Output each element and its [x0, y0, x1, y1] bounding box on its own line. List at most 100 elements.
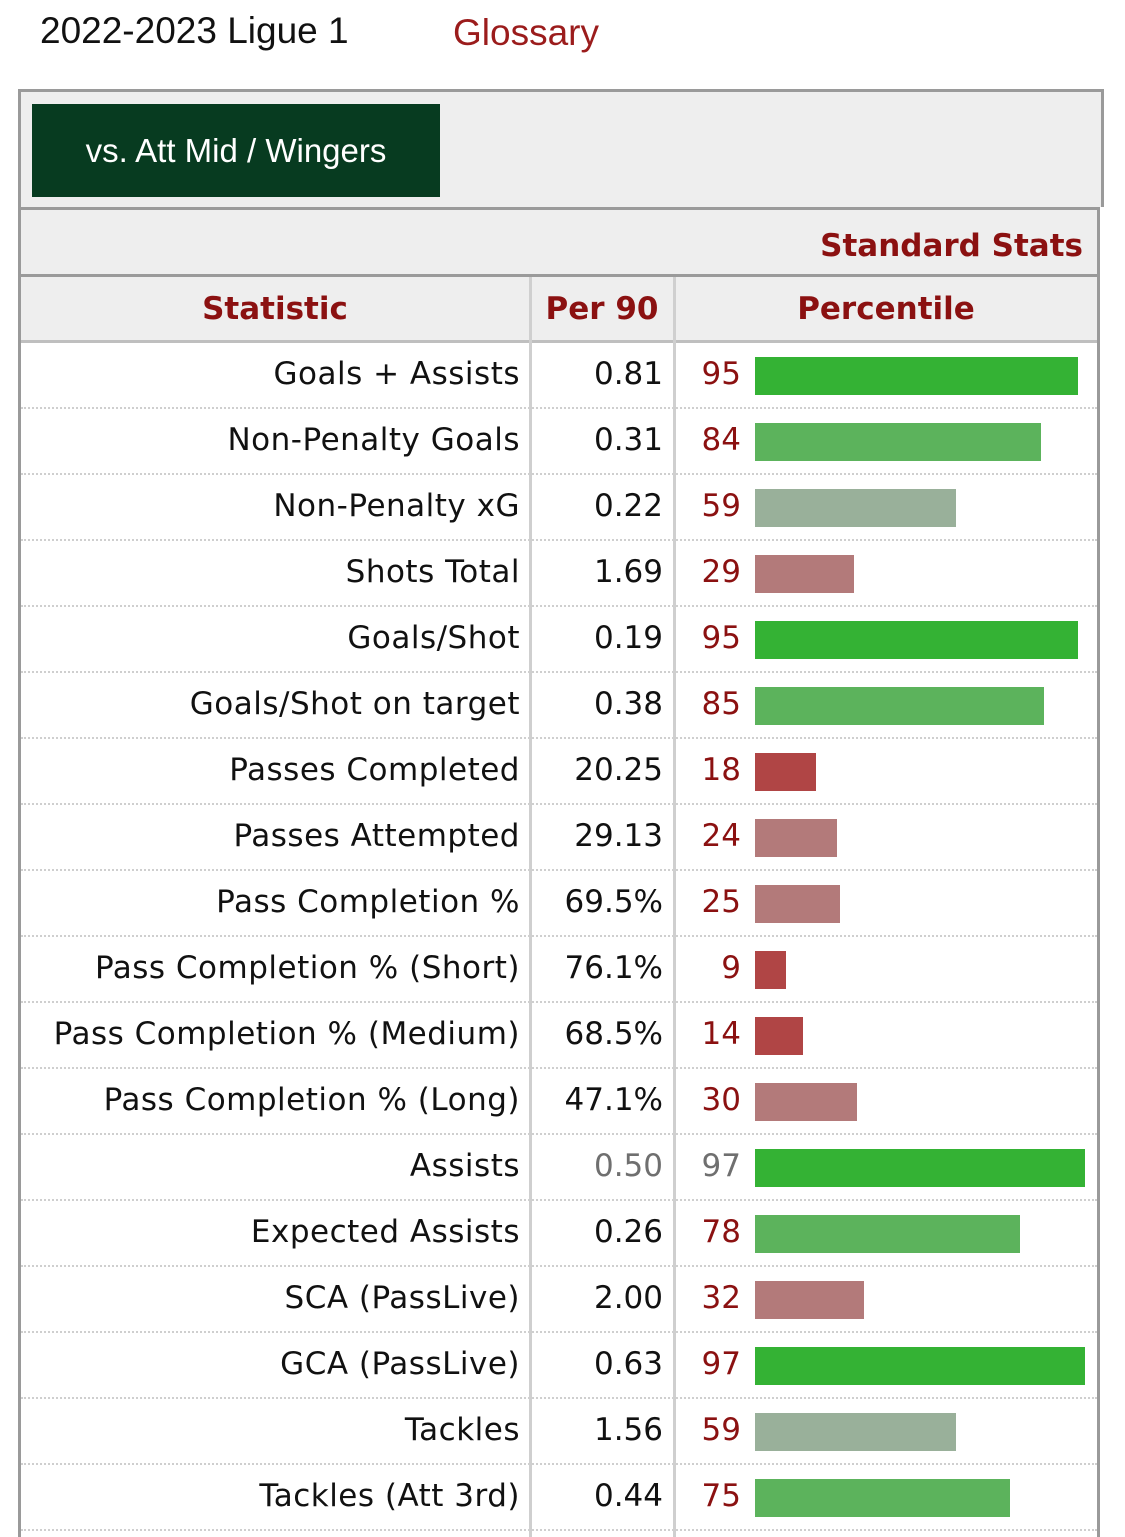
- percentile-bar: [755, 1149, 1085, 1187]
- per90-value: 0.38: [593, 686, 663, 722]
- stat-name: Goals/Shot: [347, 620, 520, 656]
- stat-name: Assists: [409, 1148, 520, 1184]
- section-header: Standard Stats: [21, 207, 1097, 277]
- table-row: Tackles 1.56 59: [21, 1399, 1097, 1465]
- percentile-value: 24: [701, 818, 741, 854]
- stat-name: Tackles (Att 3rd): [259, 1478, 520, 1514]
- percentile-value: 84: [701, 422, 741, 458]
- table-row: Tackles (Att 3rd) 0.44 75: [21, 1465, 1097, 1531]
- column-divider: [673, 277, 676, 1537]
- percentile-bar: [755, 621, 1078, 659]
- table-row: Goals/Shot 0.19 95: [21, 607, 1097, 673]
- per90-value: 0.22: [593, 488, 663, 524]
- percentile-value: 85: [701, 686, 741, 722]
- percentile-bar: [755, 687, 1044, 725]
- stat-name: Tackles: [404, 1412, 520, 1448]
- column-divider: [529, 277, 532, 1537]
- stat-name: Pass Completion % (Long): [103, 1082, 520, 1118]
- percentile-bar: [755, 1281, 864, 1319]
- percentile-bar: [755, 489, 956, 527]
- table-row: Shots Total 1.69 29: [21, 541, 1097, 607]
- percentile-bar: [755, 555, 854, 593]
- per90-value: 0.63: [593, 1346, 663, 1382]
- column-header-row: Statistic Per 90 Percentile: [21, 277, 1097, 343]
- per90-value: 76.1%: [564, 950, 663, 986]
- per90-value: 68.5%: [564, 1016, 663, 1052]
- percentile-bar: [755, 1083, 857, 1121]
- table-row: Goals + Assists 0.81 95: [21, 343, 1097, 409]
- stat-name: Goals + Assists: [273, 356, 520, 392]
- table-body: Goals + Assists 0.81 95 Non-Penalty Goals 0.…: [21, 343, 1097, 1531]
- table-row: Expected Assists 0.26 78: [21, 1201, 1097, 1267]
- tab-vs-att-mid-wingers[interactable]: vs. Att Mid / Wingers: [32, 104, 440, 197]
- percentile-bar: [755, 1017, 803, 1055]
- percentile-value: 18: [701, 752, 741, 788]
- table-row: Goals/Shot on target 0.38 85: [21, 673, 1097, 739]
- table-row: Pass Completion % (Short) 76.1% 9: [21, 937, 1097, 1003]
- percentile-value: 78: [701, 1214, 741, 1250]
- stat-name: SCA (PassLive): [284, 1280, 520, 1316]
- column-header-per90[interactable]: Per 90: [545, 291, 659, 327]
- table-row: Non-Penalty Goals 0.31 84: [21, 409, 1097, 475]
- stat-name: Passes Completed: [229, 752, 520, 788]
- per90-value: 2.00: [593, 1280, 663, 1316]
- percentile-bar: [755, 423, 1041, 461]
- per90-value: 29.13: [574, 818, 663, 854]
- per90-value: 0.81: [593, 356, 663, 392]
- percentile-value: 14: [701, 1016, 741, 1052]
- per90-value: 0.19: [593, 620, 663, 656]
- table-row: Pass Completion % 69.5% 25: [21, 871, 1097, 937]
- per90-value: 0.26: [593, 1214, 663, 1250]
- column-header-percentile[interactable]: Percentile: [797, 291, 975, 327]
- percentile-value: 95: [701, 356, 741, 392]
- table-row: SCA (PassLive) 2.00 32: [21, 1267, 1097, 1333]
- table-row: Assists 0.50 97: [21, 1135, 1097, 1201]
- glossary-link[interactable]: Glossary: [453, 12, 599, 53]
- stat-name: Goals/Shot on target: [189, 686, 520, 722]
- percentile-value: 95: [701, 620, 741, 656]
- stat-name: Shots Total: [345, 554, 520, 590]
- page-title: 2022-2023 Ligue 1: [40, 10, 349, 51]
- percentile-bar: [755, 819, 837, 857]
- per90-value: 47.1%: [564, 1082, 663, 1118]
- table-row: Passes Completed 20.25 18: [21, 739, 1097, 805]
- percentile-value: 30: [701, 1082, 741, 1118]
- percentile-bar: [755, 885, 840, 923]
- table-row: GCA (PassLive) 0.63 97: [21, 1333, 1097, 1399]
- per90-value: 69.5%: [564, 884, 663, 920]
- stat-name: Passes Attempted: [233, 818, 520, 854]
- table-row: Passes Attempted 29.13 24: [21, 805, 1097, 871]
- percentile-bar: [755, 1413, 956, 1451]
- per90-value: 0.31: [593, 422, 663, 458]
- stat-name: GCA (PassLive): [280, 1346, 520, 1382]
- per90-value: 1.56: [593, 1412, 663, 1448]
- column-header-statistic[interactable]: Statistic: [202, 291, 348, 327]
- section-title: Standard Stats: [820, 228, 1083, 264]
- stat-name: Pass Completion % (Short): [94, 950, 520, 986]
- per90-value: 0.44: [593, 1478, 663, 1514]
- percentile-bar: [755, 951, 786, 989]
- percentile-value: 25: [701, 884, 741, 920]
- table-row: Pass Completion % (Long) 47.1% 30: [21, 1069, 1097, 1135]
- percentile-value: 29: [701, 554, 741, 590]
- percentile-value: 97: [701, 1346, 741, 1382]
- percentile-bar: [755, 1479, 1010, 1517]
- per90-value: 1.69: [593, 554, 663, 590]
- percentile-bar: [755, 1215, 1020, 1253]
- percentile-value: 59: [701, 488, 741, 524]
- percentile-value: 32: [701, 1280, 741, 1316]
- stat-name: Non-Penalty xG: [273, 488, 520, 524]
- percentile-value: 59: [701, 1412, 741, 1448]
- stats-table: Standard Stats Statistic Per 90 Percenti…: [18, 207, 1100, 1537]
- percentile-bar: [755, 1347, 1085, 1385]
- table-row: Pass Completion % (Medium) 68.5% 14: [21, 1003, 1097, 1069]
- percentile-bar: [755, 357, 1078, 395]
- stat-name: Pass Completion %: [216, 884, 520, 920]
- per90-value: 20.25: [574, 752, 663, 788]
- percentile-value: 75: [701, 1478, 741, 1514]
- percentile-bar: [755, 753, 816, 791]
- percentile-value: 9: [721, 950, 741, 986]
- percentile-value: 97: [701, 1148, 741, 1184]
- stat-name: Non-Penalty Goals: [227, 422, 520, 458]
- stat-name: Pass Completion % (Medium): [53, 1016, 520, 1052]
